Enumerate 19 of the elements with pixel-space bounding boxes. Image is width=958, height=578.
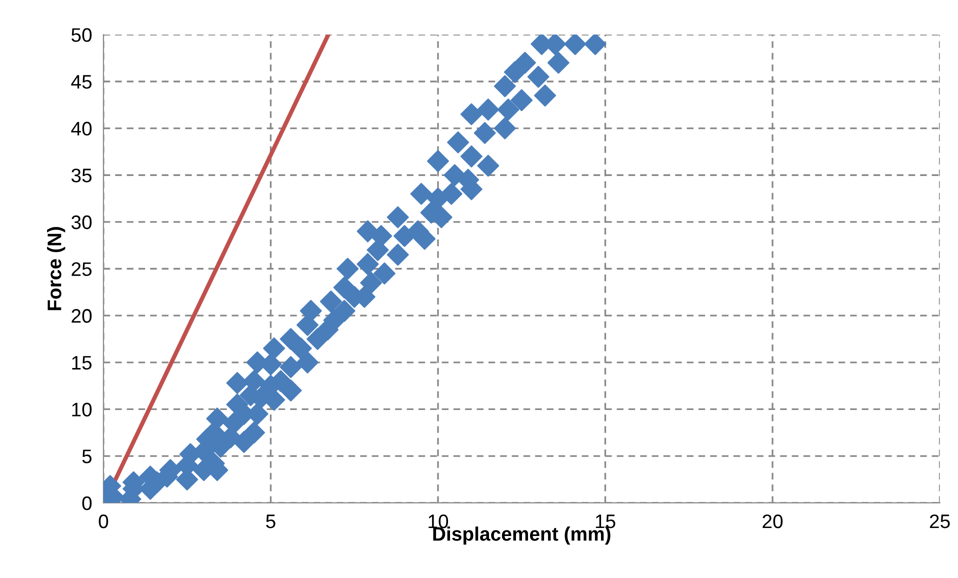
y-tick-label: 40 — [71, 122, 92, 136]
x-tick-label: 25 — [930, 514, 950, 528]
y-tick-label: 50 — [72, 28, 92, 42]
x-tick-label: 15 — [596, 514, 616, 528]
x-axis-title: Displacement (mm) — [433, 526, 610, 545]
y-tick-label: 30 — [71, 215, 92, 230]
x-tick-label: 5 — [266, 514, 276, 528]
y-axis-title: Force (N) — [47, 227, 66, 310]
x-tick-label: 0 — [98, 514, 108, 528]
y-tick-label: 10 — [72, 402, 92, 416]
y-tick-label: 45 — [71, 75, 92, 89]
y-tick-label: 5 — [82, 450, 92, 464]
x-tick-label: 20 — [762, 514, 783, 528]
y-tick-label: 15 — [72, 356, 92, 370]
y-tick-label: 20 — [72, 309, 92, 323]
x-tick-label: 10 — [428, 514, 448, 528]
y-tick-label: 25 — [72, 262, 92, 276]
y-tick-label: 0 — [82, 496, 92, 510]
y-tick-label: 35 — [71, 168, 92, 182]
